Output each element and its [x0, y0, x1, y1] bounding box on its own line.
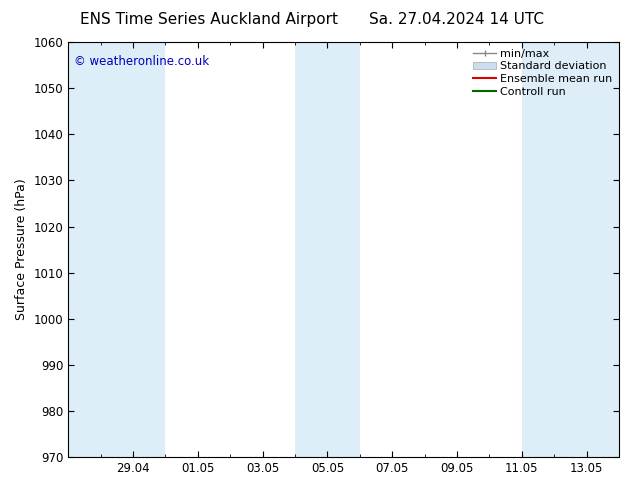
Bar [133, 42, 165, 457]
Bar [295, 42, 327, 457]
Bar [327, 42, 359, 457]
Bar [554, 42, 619, 457]
Text: ENS Time Series Auckland Airport: ENS Time Series Auckland Airport [81, 12, 338, 27]
Text: Sa. 27.04.2024 14 UTC: Sa. 27.04.2024 14 UTC [369, 12, 544, 27]
Y-axis label: Surface Pressure (hPa): Surface Pressure (hPa) [15, 179, 28, 320]
Text: © weatheronline.co.uk: © weatheronline.co.uk [74, 54, 209, 68]
Legend: min/max, Standard deviation, Ensemble mean run, Controll run: min/max, Standard deviation, Ensemble me… [470, 46, 616, 100]
Bar [68, 42, 133, 457]
Bar [522, 42, 554, 457]
